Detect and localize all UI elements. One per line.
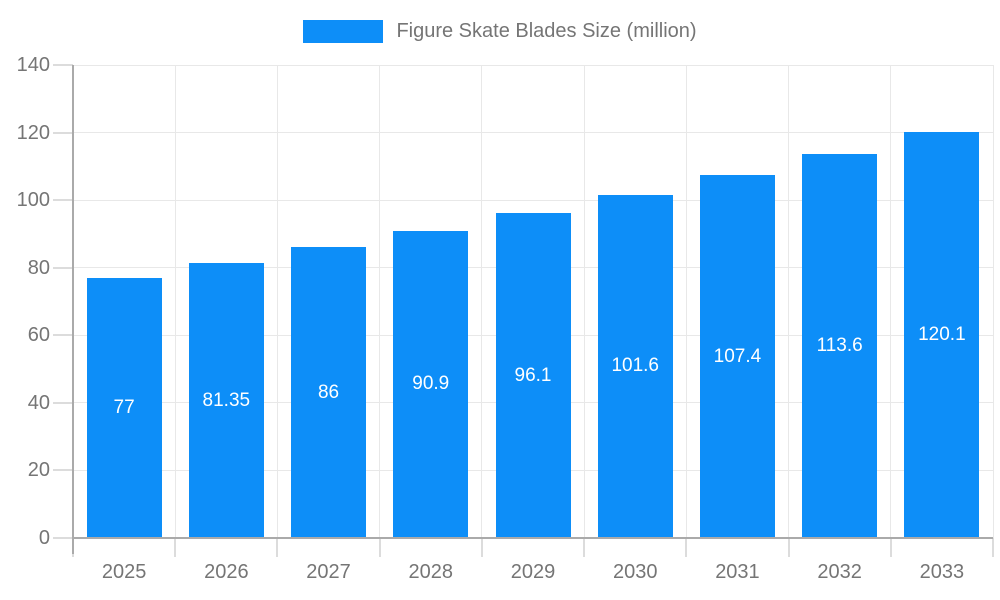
legend-swatch[interactable] bbox=[303, 20, 384, 43]
x-gridline bbox=[788, 65, 790, 538]
x-axis-tick bbox=[480, 538, 483, 557]
x-axis-tick-label: 2030 bbox=[612, 561, 658, 583]
bar-value-label: 90.9 bbox=[412, 373, 450, 395]
bar-value-label: 86 bbox=[317, 381, 340, 403]
x-axis-tick-label: 2026 bbox=[204, 561, 249, 583]
y-axis-tick-label: 140 bbox=[16, 54, 50, 76]
x-gridline bbox=[890, 65, 892, 538]
y-gridline bbox=[73, 132, 993, 134]
x-gridline bbox=[583, 65, 585, 538]
x-gridline bbox=[276, 65, 278, 538]
y-axis-tick-label: 100 bbox=[16, 189, 50, 212]
y-axis-tick bbox=[53, 199, 73, 202]
y-axis-tick bbox=[53, 131, 73, 134]
y-gridline bbox=[73, 64, 993, 66]
bar-2030[interactable] bbox=[597, 194, 673, 538]
y-axis-tick bbox=[53, 469, 73, 472]
x-gridline bbox=[992, 65, 994, 538]
x-axis-tick bbox=[276, 538, 279, 557]
y-axis-tick-label: 40 bbox=[27, 391, 50, 414]
legend-label[interactable]: Figure Skate Blades Size (million) bbox=[396, 20, 697, 42]
x-axis-tick bbox=[583, 538, 586, 557]
y-gridline bbox=[73, 199, 993, 201]
bar-value-label: 96.1 bbox=[514, 364, 552, 386]
bar-value-label: 77 bbox=[113, 396, 135, 418]
y-axis-tick-label: 120 bbox=[16, 121, 50, 144]
x-axis-tick-label: 2027 bbox=[306, 561, 351, 583]
y-axis-tick bbox=[53, 266, 73, 269]
bar-2025[interactable] bbox=[86, 277, 162, 538]
x-axis-tick-label: 2031 bbox=[715, 561, 760, 583]
y-axis-tick-label: 60 bbox=[27, 324, 50, 347]
y-axis-tick-label: 20 bbox=[27, 459, 50, 482]
y-axis-tick bbox=[53, 537, 73, 539]
bar-2032[interactable] bbox=[802, 154, 878, 538]
x-gridline bbox=[379, 65, 381, 538]
y-axis-tick-label: 80 bbox=[27, 256, 50, 279]
x-axis-tick bbox=[685, 538, 688, 557]
x-axis-tick-label: 2033 bbox=[919, 561, 965, 583]
chart-legend[interactable]: Figure Skate Blades Size (million) bbox=[0, 20, 1000, 43]
x-axis-tick bbox=[889, 538, 892, 557]
bar-value-label: 101.6 bbox=[611, 355, 659, 377]
y-axis-tick-label: 0 bbox=[38, 527, 50, 549]
bar-2029[interactable] bbox=[495, 213, 571, 538]
bar-value-label: 120.1 bbox=[918, 324, 966, 346]
x-axis-tick bbox=[787, 538, 790, 557]
x-axis-tick-label: 2025 bbox=[101, 561, 147, 583]
bar-2027[interactable] bbox=[291, 247, 367, 538]
bar-2028[interactable] bbox=[393, 230, 469, 538]
y-axis-line bbox=[72, 65, 74, 554]
x-gridline bbox=[685, 65, 687, 538]
y-axis-tick bbox=[53, 334, 73, 337]
bar-value-label: 81.35 bbox=[202, 389, 251, 411]
x-axis-tick-label: 2032 bbox=[817, 561, 862, 583]
x-gridline bbox=[481, 65, 483, 538]
bar-value-label: 107.4 bbox=[713, 345, 762, 367]
y-axis-tick bbox=[53, 64, 73, 66]
bar-2026[interactable] bbox=[188, 263, 264, 538]
bar-value-label: 113.6 bbox=[816, 335, 863, 357]
y-axis-tick bbox=[53, 401, 73, 404]
x-axis-line bbox=[72, 537, 993, 539]
x-axis-tick-label: 2028 bbox=[408, 561, 454, 583]
x-axis-tick bbox=[378, 538, 381, 557]
x-axis-tick-label: 2029 bbox=[510, 561, 556, 583]
bar-2033[interactable] bbox=[904, 132, 980, 538]
x-gridline bbox=[174, 65, 176, 538]
x-axis-tick bbox=[992, 538, 994, 557]
x-axis-tick bbox=[174, 538, 177, 557]
bar-2031[interactable] bbox=[699, 175, 775, 538]
